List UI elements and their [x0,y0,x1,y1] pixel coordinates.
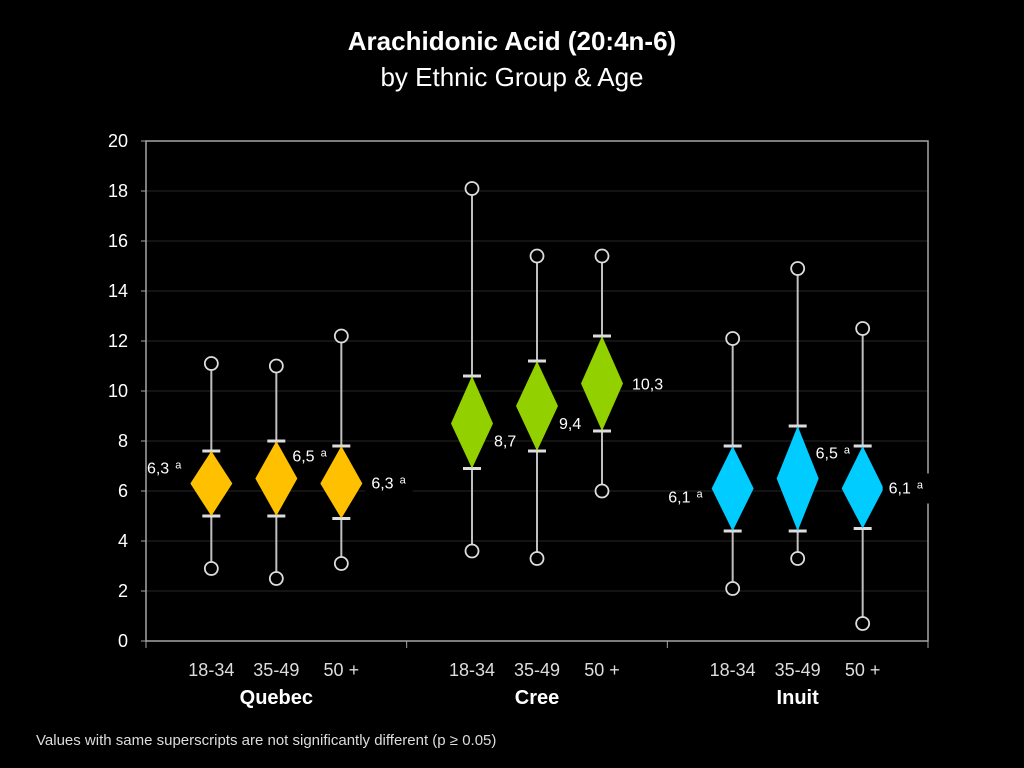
value-label: 6,3 a [147,460,182,478]
y-tick-label: 2 [118,581,128,601]
min-marker [529,551,545,566]
group-label: Inuit [777,687,820,709]
min-marker [855,616,871,631]
y-tick-label: 0 [118,631,128,651]
x-tick-label: 50 + [324,660,360,680]
max-marker [464,181,480,196]
value-label: 6,1 a [668,489,703,507]
mean-diamond [451,376,493,469]
min-marker [333,556,349,571]
min-marker [594,483,610,499]
x-tick-label: 35-49 [514,660,560,680]
max-marker [725,331,741,346]
max-marker [203,356,219,371]
mean-diamond [190,451,233,516]
min-marker [725,581,741,596]
x-tick-label: 18-34 [710,660,756,680]
y-tick-label: 16 [108,231,128,251]
max-marker [529,248,545,264]
value-label-background [365,468,413,499]
superscript: a [917,480,924,492]
superscript: a [400,475,407,487]
group-label: Cree [515,687,559,709]
y-tick-label: 18 [108,181,128,201]
x-tick-label: 35-49 [253,660,299,680]
max-marker [790,261,806,276]
value-label: 9,4 [559,416,581,433]
y-tick-label: 8 [118,431,128,451]
x-tick-label: 50 + [845,660,881,680]
min-marker [268,571,284,586]
y-tick-label: 10 [108,381,128,401]
max-marker [594,248,610,264]
value-label: 6,5 a [816,445,851,463]
chart-subtitle: by Ethnic Group & Age [380,62,644,92]
superscript: a [175,460,182,472]
mean-diamond [841,446,884,529]
superscript: a [844,445,851,457]
mean-diamond [255,441,298,516]
group-label: Quebec [240,687,313,709]
x-tick-label: 18-34 [188,660,234,680]
mean-diamond [320,446,363,519]
x-tick-label: 50 + [584,660,620,680]
chart-title: Arachidonic Acid (20:4n-6) [347,26,677,56]
y-tick-label: 20 [108,131,128,151]
value-label: 10,3 [632,377,663,394]
max-marker [855,321,871,336]
y-tick-label: 12 [108,331,128,351]
superscript: a [697,489,704,501]
mean-diamond [776,426,819,531]
min-marker [790,551,806,566]
y-tick-label: 4 [118,531,128,551]
value-label: 6,5 a [292,448,327,466]
max-marker [333,328,349,344]
mean-diamond [711,446,754,531]
max-marker [268,358,284,374]
superscript: a [321,448,328,460]
mean-diamond [581,336,623,431]
mean-diamond [516,361,558,451]
footnote: Values with same superscripts are not si… [36,732,497,749]
y-tick-label: 6 [118,481,128,501]
min-marker [203,561,219,576]
y-tick-label: 14 [108,281,128,301]
value-label: 8,7 [494,434,516,451]
min-marker [464,543,480,559]
x-tick-label: 18-34 [449,660,495,680]
x-tick-label: 35-49 [775,660,821,680]
value-label-background [882,473,930,504]
